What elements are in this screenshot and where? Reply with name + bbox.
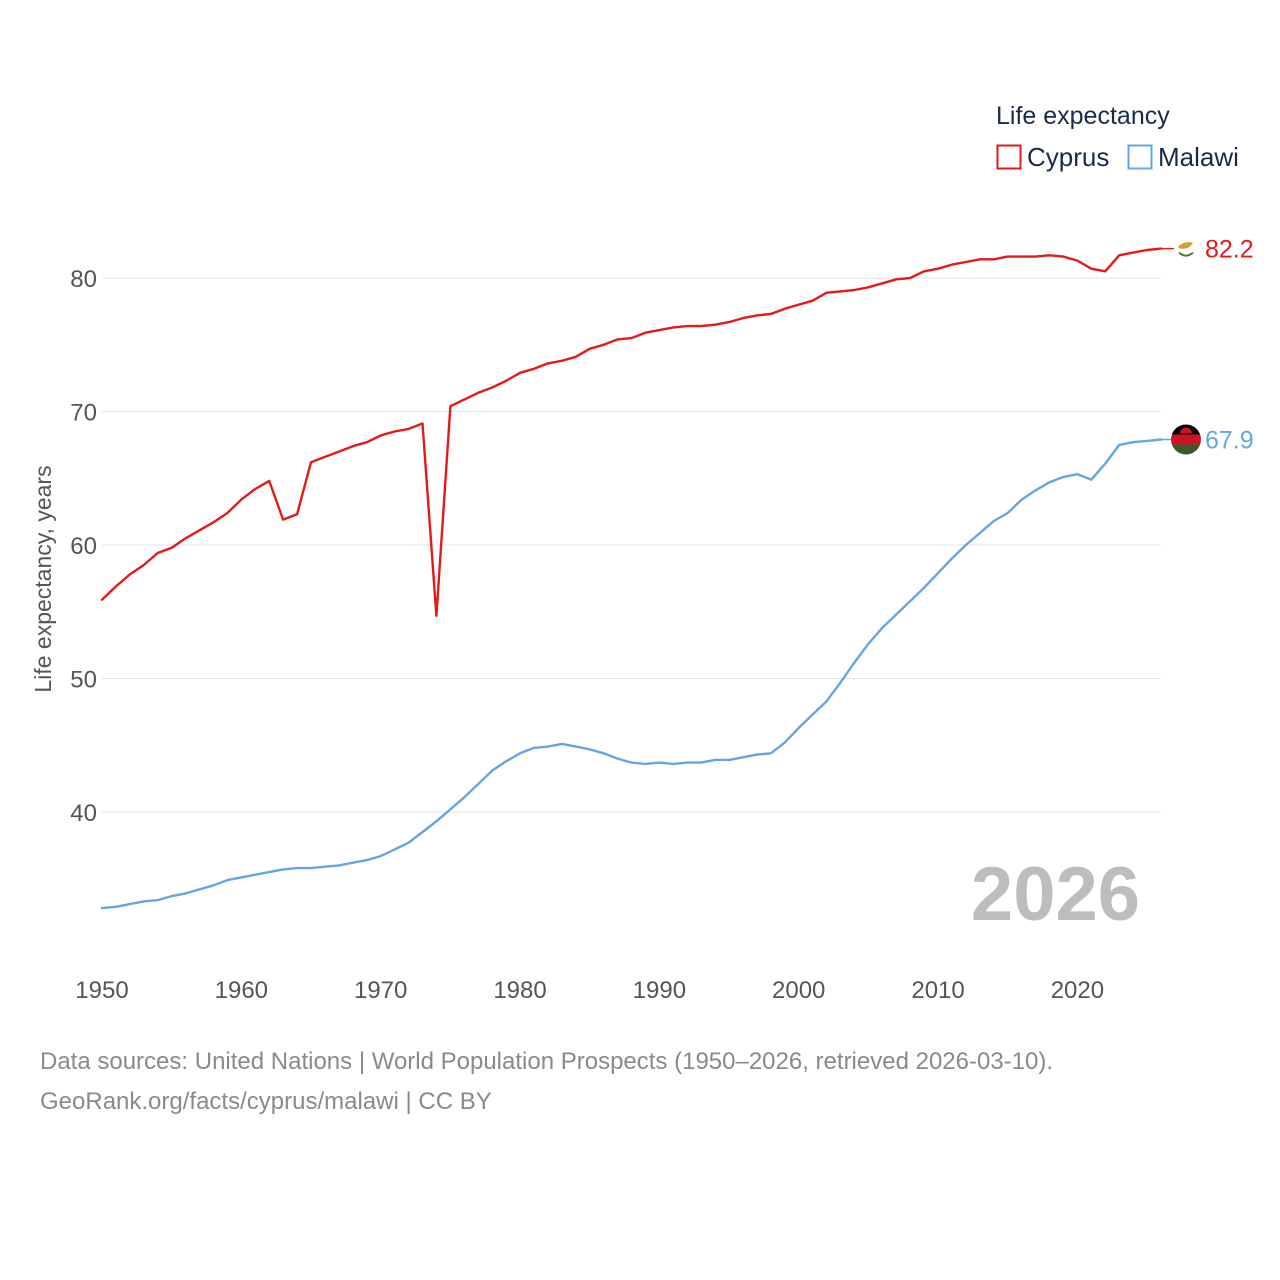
y-axis-label: Life expectancy, years: [30, 465, 56, 692]
end-markers: 82.2 67.9: [1161, 236, 1254, 455]
x-tick-label: 1980: [493, 977, 546, 1004]
x-tick-label: 1970: [354, 977, 407, 1004]
data-sources-text: Data sources: United Nations | World Pop…: [40, 1048, 1054, 1075]
y-tick-label: 60: [70, 533, 97, 560]
x-tick-label: 1950: [75, 977, 128, 1004]
y-tick-label: 80: [70, 266, 97, 293]
legend-label-malawi: Malawi: [1158, 142, 1239, 172]
cyprus-flag-icon: [1174, 236, 1198, 261]
legend-label-cyprus: Cyprus: [1027, 142, 1109, 172]
legend-item-cyprus[interactable]: Cyprus: [996, 142, 1110, 172]
end-value-label-malawi: 67.9: [1205, 427, 1254, 455]
legend-swatch-malawi: [1127, 144, 1153, 170]
series: [100, 247, 1163, 910]
malawi-flag-icon: [1171, 424, 1201, 455]
x-tick-label: 2000: [772, 977, 825, 1004]
year-watermark: 2026: [971, 852, 1140, 937]
x-tick-label: 1960: [215, 977, 268, 1004]
x-tick-label: 2020: [1051, 977, 1104, 1004]
series-line-malawi[interactable]: [100, 438, 1163, 910]
axes: 40 50 60 70 80 1950 1960 1970 1980 1990 2000 2010 20…: [70, 266, 1104, 1004]
x-tick-label: 1990: [633, 977, 686, 1004]
legend-swatch-cyprus: [996, 144, 1022, 170]
end-value-label-cyprus: 82.2: [1205, 236, 1254, 264]
x-tick-label: 2010: [911, 977, 964, 1004]
credit-link[interactable]: GeoRank.org/facts/cyprus/malawi | CC BY: [40, 1088, 492, 1115]
y-tick-label: 70: [70, 400, 97, 427]
grid: [102, 277, 1161, 813]
legend-title: Life expectancy: [996, 102, 1170, 130]
legend-item-malawi[interactable]: Malawi: [1127, 142, 1239, 172]
y-tick-label: 40: [70, 800, 97, 827]
series-line-cyprus[interactable]: [100, 247, 1163, 617]
y-tick-label: 50: [70, 667, 97, 694]
legend: Life expectancy Cyprus Malawi: [996, 102, 1239, 172]
footer: Data sources: United Nations | World Pop…: [40, 1042, 1053, 1122]
